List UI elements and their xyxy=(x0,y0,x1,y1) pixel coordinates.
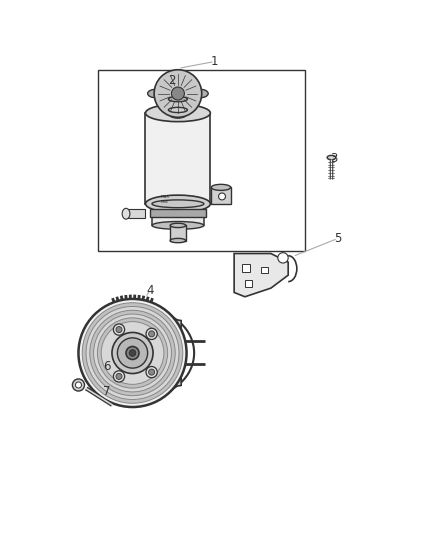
Ellipse shape xyxy=(122,208,130,219)
Ellipse shape xyxy=(145,104,210,122)
Ellipse shape xyxy=(168,108,187,118)
Bar xyxy=(145,113,210,204)
Circle shape xyxy=(126,346,139,359)
Ellipse shape xyxy=(191,89,208,98)
Ellipse shape xyxy=(152,222,204,229)
Bar xyxy=(98,70,305,252)
Circle shape xyxy=(148,369,155,375)
Text: 2: 2 xyxy=(168,74,175,87)
Circle shape xyxy=(146,367,157,378)
Ellipse shape xyxy=(170,238,186,243)
Bar xyxy=(168,99,187,110)
Circle shape xyxy=(116,374,122,379)
Circle shape xyxy=(82,303,183,403)
Ellipse shape xyxy=(211,184,231,190)
Text: 3: 3 xyxy=(330,152,337,165)
Circle shape xyxy=(219,193,226,200)
Ellipse shape xyxy=(168,107,187,112)
Ellipse shape xyxy=(152,200,204,208)
Circle shape xyxy=(154,70,202,117)
Ellipse shape xyxy=(327,155,336,160)
Circle shape xyxy=(148,331,155,337)
Polygon shape xyxy=(133,312,181,393)
Bar xyxy=(152,204,204,225)
Circle shape xyxy=(278,253,288,263)
Circle shape xyxy=(146,328,157,340)
Circle shape xyxy=(116,327,122,333)
Bar xyxy=(245,280,252,287)
Bar xyxy=(128,209,145,218)
Circle shape xyxy=(171,87,184,100)
Circle shape xyxy=(101,321,164,384)
Bar xyxy=(150,209,206,217)
Circle shape xyxy=(129,350,136,356)
Circle shape xyxy=(112,333,153,374)
Text: MIN: MIN xyxy=(161,200,168,205)
Ellipse shape xyxy=(148,89,165,98)
Circle shape xyxy=(94,314,171,392)
Bar xyxy=(170,225,186,240)
Text: 7: 7 xyxy=(103,385,110,398)
Circle shape xyxy=(117,338,148,368)
Ellipse shape xyxy=(145,195,210,213)
Bar xyxy=(261,266,268,273)
Text: 6: 6 xyxy=(103,360,110,373)
Circle shape xyxy=(97,318,168,388)
Circle shape xyxy=(72,379,85,391)
Circle shape xyxy=(86,306,179,399)
Bar xyxy=(211,188,231,204)
Text: 5: 5 xyxy=(334,232,342,245)
Bar xyxy=(242,264,250,272)
Circle shape xyxy=(90,310,175,395)
Ellipse shape xyxy=(168,96,187,102)
Text: MAX: MAX xyxy=(161,195,170,199)
Ellipse shape xyxy=(170,223,186,228)
Text: 4: 4 xyxy=(146,284,154,297)
Circle shape xyxy=(113,324,125,335)
Circle shape xyxy=(78,299,187,407)
Text: 1: 1 xyxy=(211,55,219,68)
Circle shape xyxy=(113,371,125,382)
Polygon shape xyxy=(234,254,288,297)
Circle shape xyxy=(75,382,81,388)
